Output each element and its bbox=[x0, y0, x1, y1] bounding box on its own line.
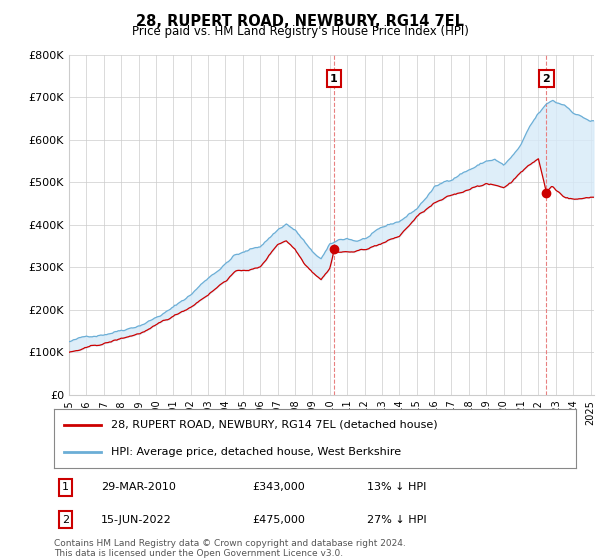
Text: 2: 2 bbox=[542, 74, 550, 83]
Text: 1: 1 bbox=[62, 482, 69, 492]
Text: 29-MAR-2010: 29-MAR-2010 bbox=[101, 482, 176, 492]
Text: 28, RUPERT ROAD, NEWBURY, RG14 7EL (detached house): 28, RUPERT ROAD, NEWBURY, RG14 7EL (deta… bbox=[112, 419, 438, 430]
Text: HPI: Average price, detached house, West Berkshire: HPI: Average price, detached house, West… bbox=[112, 447, 401, 457]
Text: 2: 2 bbox=[62, 515, 69, 525]
Text: Contains HM Land Registry data © Crown copyright and database right 2024.
This d: Contains HM Land Registry data © Crown c… bbox=[54, 539, 406, 558]
Text: 13% ↓ HPI: 13% ↓ HPI bbox=[367, 482, 427, 492]
Text: 1: 1 bbox=[330, 74, 338, 83]
Text: £343,000: £343,000 bbox=[253, 482, 305, 492]
Text: 15-JUN-2022: 15-JUN-2022 bbox=[101, 515, 172, 525]
Text: Price paid vs. HM Land Registry's House Price Index (HPI): Price paid vs. HM Land Registry's House … bbox=[131, 25, 469, 38]
Text: 27% ↓ HPI: 27% ↓ HPI bbox=[367, 515, 427, 525]
Text: £475,000: £475,000 bbox=[253, 515, 305, 525]
Text: 28, RUPERT ROAD, NEWBURY, RG14 7EL: 28, RUPERT ROAD, NEWBURY, RG14 7EL bbox=[136, 14, 464, 29]
